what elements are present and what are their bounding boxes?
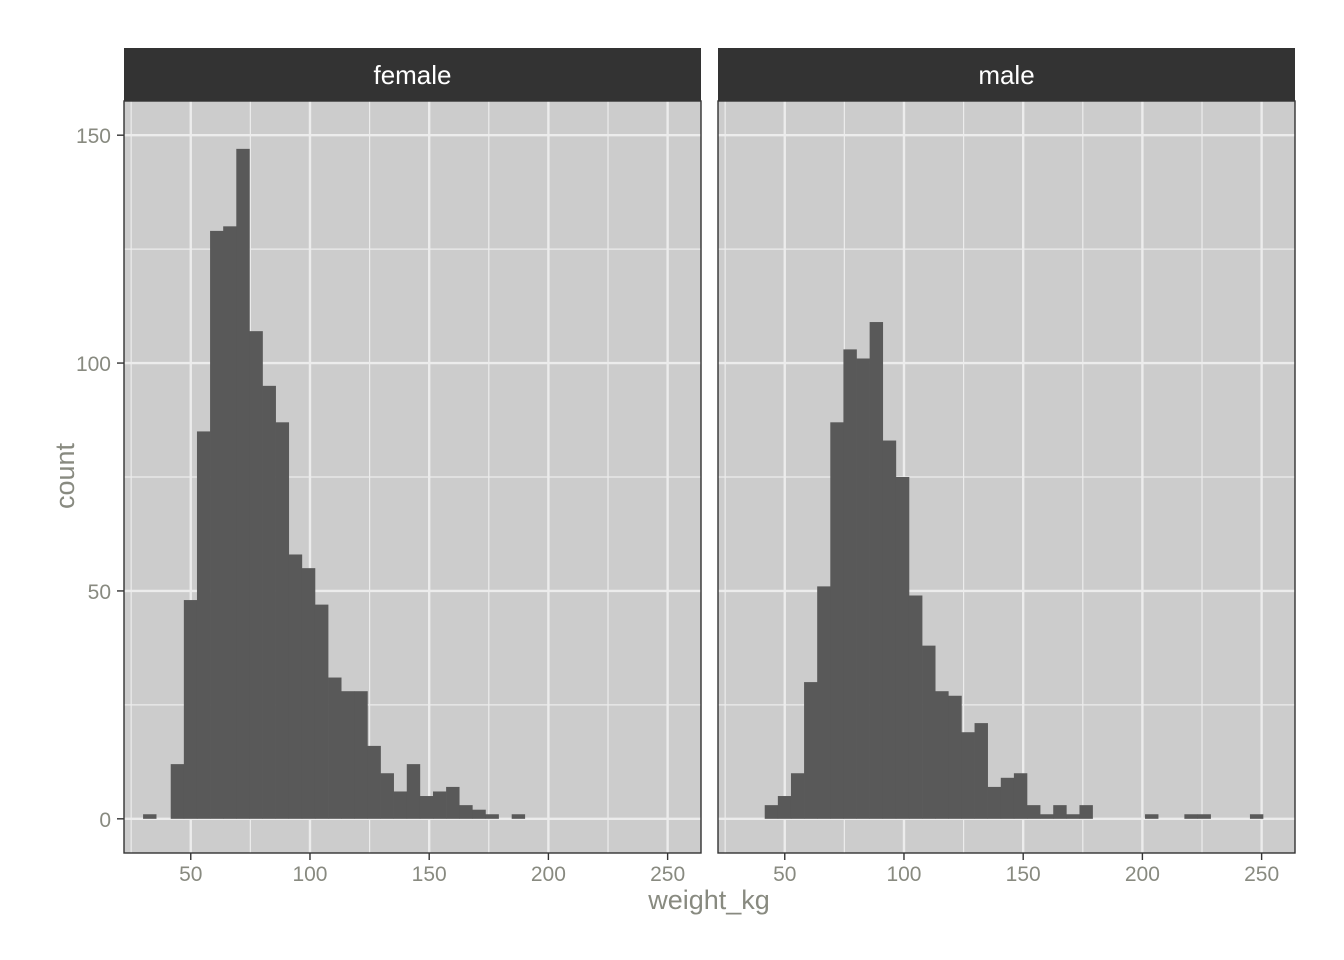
histogram-bar [262,385,276,819]
histogram-bar [275,422,290,819]
histogram-bar [830,422,844,819]
histogram-bar [1013,773,1028,819]
facet-strip [124,48,701,101]
histogram-bar [908,595,923,819]
histogram-bar [987,786,1002,819]
histogram-bar [406,764,421,819]
x-tick-label: 250 [1244,863,1279,886]
histogram-bar [419,796,434,819]
histogram-bar [935,691,949,819]
histogram-bar [790,773,805,819]
histogram-bar [843,349,857,819]
y-axis-title: count [50,442,80,509]
histogram-bar [446,786,460,819]
x-tick-label: 100 [886,863,921,886]
y-tick-label: 0 [99,809,111,832]
histogram-bar [170,764,185,819]
histogram-bar [236,148,250,819]
x-tick-label: 250 [650,863,685,886]
histogram-bar [1079,805,1093,819]
histogram-bar [961,732,975,819]
histogram-bar [393,791,408,819]
panel-male: male 50 100 150 200 250 [717,48,1296,886]
histogram-bar [380,773,394,819]
histogram-bar [777,796,792,819]
histogram-bar [1145,814,1159,819]
y-tick-label: 50 [88,581,111,604]
histogram-bar [314,604,329,819]
histogram-bar [804,682,818,819]
histogram-bar [485,814,499,819]
y-tick-label: 150 [76,125,111,148]
histogram-bar [249,331,263,819]
histogram-bar [367,745,381,819]
histogram-bar [511,814,526,819]
histogram-bar [223,226,237,819]
x-axis-title: weight_kg [647,885,770,915]
histogram-bar [882,440,897,819]
histogram-bar [196,431,211,819]
x-tick-label: 50 [773,863,796,886]
x-tick-label: 100 [292,863,327,886]
histogram-bar [856,358,870,819]
histogram-bar [328,677,342,819]
histogram-bar [895,477,910,819]
histogram-bar [974,723,988,819]
histogram-bar [1066,814,1080,819]
histogram-bar [433,791,447,819]
histogram-bar [1249,814,1264,819]
x-tick-label: 150 [412,863,447,886]
x-tick-label: 150 [1006,863,1041,886]
histogram-bar [922,645,936,819]
y-tick-label: 100 [76,353,111,376]
histogram-bar [301,568,316,819]
histogram-bar [1040,814,1054,819]
x-tick-label: 200 [1125,863,1160,886]
panel-female: female 50 100 150 200 250 [123,48,702,886]
histogram-bar [817,586,831,819]
histogram-bar [1000,777,1015,819]
facet-label: male [978,60,1034,90]
histogram-bar [764,805,779,819]
histogram-bar [288,554,303,819]
histogram-bar [143,814,157,819]
facet-strip [718,48,1295,101]
histogram-bar [472,809,486,819]
histogram-bar [210,230,224,819]
facet-label: female [373,60,451,90]
histogram-bar [341,691,355,819]
x-tick-label: 200 [531,863,566,886]
histogram-bar [183,600,198,819]
histogram-bar [1184,814,1198,819]
histogram-bar [1027,805,1041,819]
histogram-bar [354,691,368,819]
histogram-bar [1197,814,1211,819]
histogram-bar [869,322,884,819]
histogram-bar [948,695,962,819]
x-tick-label: 50 [179,863,202,886]
histogram-bar [459,805,473,819]
histogram-bar [1053,805,1067,819]
